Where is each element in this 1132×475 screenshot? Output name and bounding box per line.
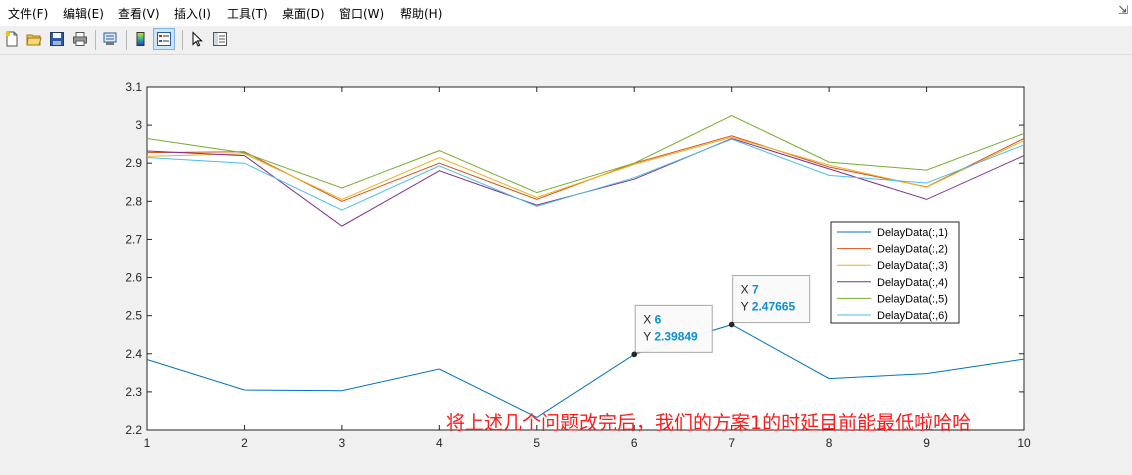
- datatip-x-value: 6: [655, 312, 662, 326]
- datatip-x-label: X 7: [741, 283, 759, 297]
- print-preview-icon[interactable]: [100, 29, 120, 49]
- pointer-icon[interactable]: [187, 29, 207, 49]
- menu-tools[interactable]: 工具(T): [227, 5, 268, 22]
- toolbar-separator: [182, 30, 183, 50]
- x-tick-label: 9: [923, 436, 930, 450]
- legend-entry: DelayData(:,2): [877, 244, 948, 256]
- legend-entry: DelayData(:,4): [877, 277, 948, 289]
- menu-window[interactable]: 窗口(W): [339, 5, 384, 22]
- print-icon[interactable]: [70, 29, 90, 49]
- datatip-y-label: Y 2.47665: [741, 300, 796, 314]
- annotation-caption: 将上述几个问题改完后，我们的方案1的时延目前能最低啦哈哈: [446, 408, 971, 435]
- x-tick-label: 6: [631, 436, 638, 450]
- x-tick-label: 3: [339, 436, 346, 450]
- datatip-x-label: X 6: [643, 312, 661, 326]
- menu-insert[interactable]: 插入(I): [174, 5, 211, 22]
- menu-file[interactable]: 文件(F): [8, 5, 48, 22]
- property-inspector-icon[interactable]: [210, 29, 230, 49]
- x-tick-label: 10: [1017, 436, 1031, 450]
- open-folder-icon[interactable]: [24, 29, 44, 49]
- colorbar-icon[interactable]: [131, 29, 151, 49]
- y-tick-label: 2.5: [125, 309, 142, 323]
- toolbar-separator: [95, 30, 96, 50]
- y-tick-label: 2.3: [125, 385, 142, 399]
- y-tick-label: 2.2: [125, 423, 142, 437]
- y-tick-label: 2.8: [125, 194, 142, 208]
- legend-entry: DelayData(:,6): [877, 310, 948, 322]
- datatip-y-value: 2.39849: [654, 329, 698, 343]
- menu-bar: 文件(F) 编辑(E) 查看(V) 插入(I) 工具(T) 桌面(D) 窗口(W…: [0, 0, 1132, 26]
- menu-desktop[interactable]: 桌面(D): [282, 5, 325, 22]
- menu-view[interactable]: 查看(V): [118, 5, 160, 22]
- datatip-marker[interactable]: [631, 352, 637, 358]
- toolbar-separator: [126, 30, 127, 50]
- x-tick-label: 5: [533, 436, 540, 450]
- restore-window-icon[interactable]: ⇲: [1118, 3, 1128, 17]
- datatip-x-value: 7: [752, 283, 759, 297]
- datatip-y-label: Y 2.39849: [643, 329, 698, 343]
- x-tick-label: 2: [241, 436, 248, 450]
- legend-icon[interactable]: [154, 29, 174, 49]
- y-tick-label: 3.1: [125, 80, 142, 94]
- legend[interactable]: DelayData(:,1) DelayData(:,2) DelayData(:,…: [831, 222, 959, 323]
- y-tick-label: 2.9: [125, 156, 142, 170]
- datatip-marker[interactable]: [729, 322, 735, 328]
- menu-edit[interactable]: 编辑(E): [63, 5, 104, 22]
- y-tick-label: 2.4: [125, 347, 142, 361]
- x-tick-label: 4: [436, 436, 443, 450]
- datatip-y-value: 2.47665: [752, 300, 796, 314]
- x-tick-label: 1: [144, 436, 151, 450]
- x-tick-label: 7: [728, 436, 735, 450]
- y-tick-label: 2.7: [125, 232, 142, 246]
- save-icon[interactable]: [47, 29, 67, 49]
- y-tick-label: 3: [135, 118, 142, 132]
- legend-entry: DelayData(:,1): [877, 227, 948, 239]
- x-tick-label: 8: [826, 436, 833, 450]
- legend-entry: DelayData(:,5): [877, 293, 948, 305]
- new-file-icon[interactable]: [2, 29, 22, 49]
- legend-entry: DelayData(:,3): [877, 260, 948, 272]
- figure-toolbar: [0, 26, 1132, 55]
- y-tick-label: 2.6: [125, 271, 142, 285]
- menu-help[interactable]: 帮助(H): [400, 5, 442, 22]
